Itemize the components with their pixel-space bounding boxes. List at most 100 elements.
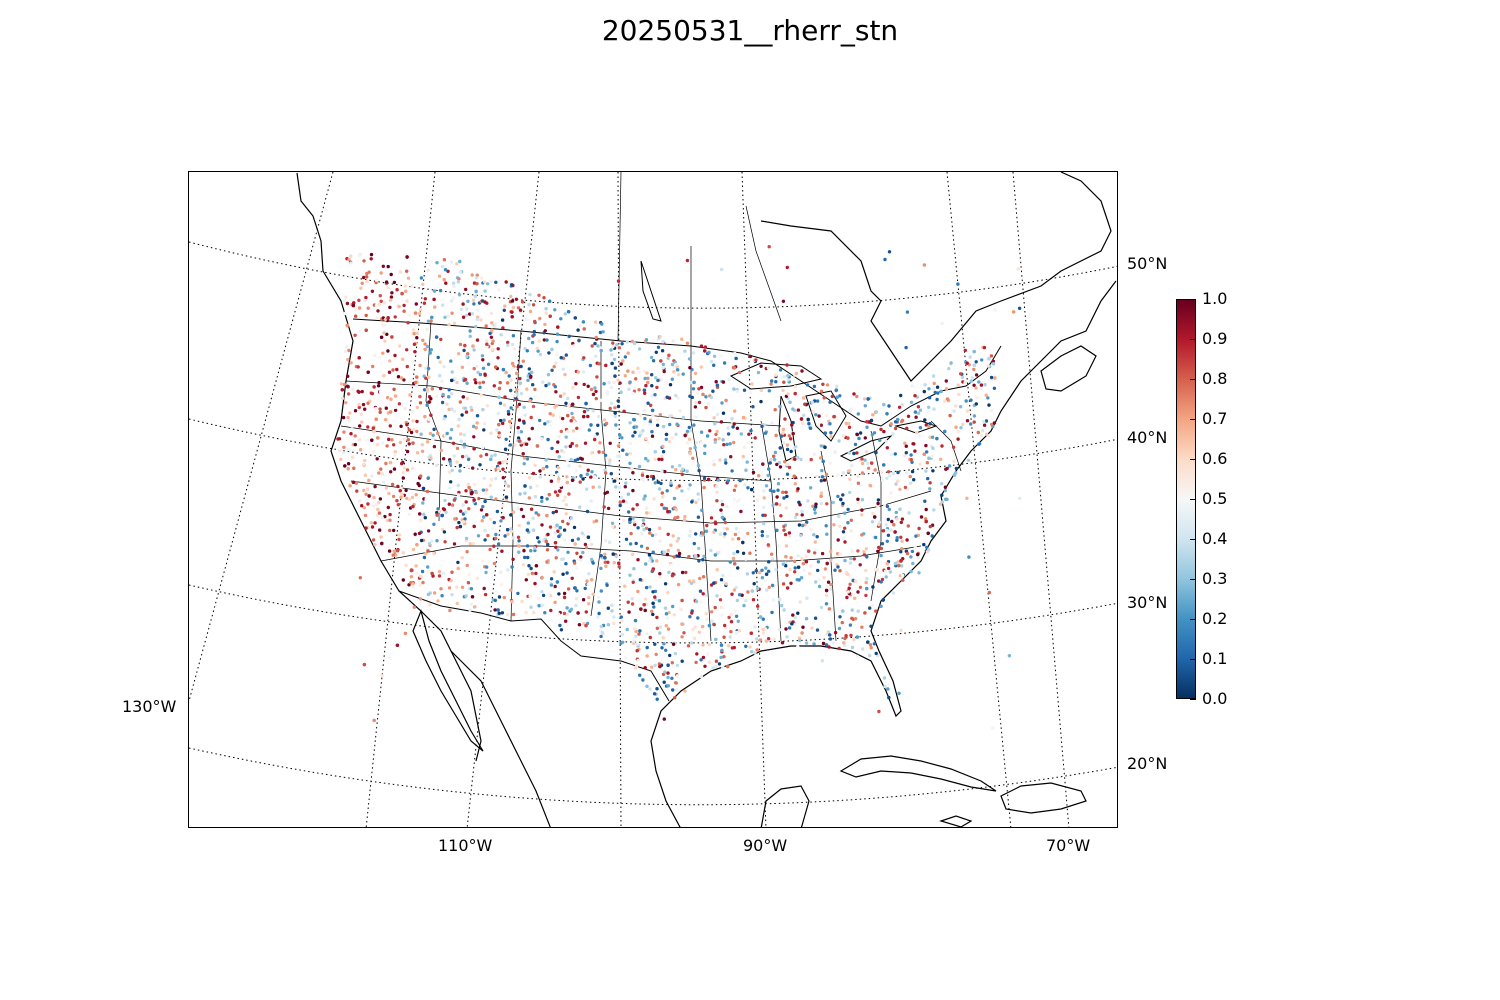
station-marker [532,610,536,615]
station-marker [620,619,624,623]
lon-label-90w: 90°W [743,836,788,855]
station-marker [639,544,644,548]
station-marker [490,328,494,332]
station-marker [722,361,727,365]
station-marker [578,425,582,430]
station-marker [502,595,506,600]
station-marker [401,476,405,480]
station-marker [447,395,451,399]
station-marker [491,339,495,343]
station-marker [419,538,424,543]
station-marker [658,539,662,543]
station-marker [843,636,847,641]
station-marker [418,308,423,312]
station-marker [862,397,867,401]
station-marker [673,651,678,656]
station-marker [616,404,621,409]
station-marker [445,431,449,436]
colorbar-tick-mark [1190,339,1196,340]
station-marker [617,561,621,565]
colorbar-tick-label: 0.3 [1202,569,1228,588]
station-marker [734,614,739,618]
station-marker [694,532,698,536]
station-marker [432,289,437,293]
station-marker [557,534,561,539]
station-marker [455,601,459,606]
station-marker [931,387,936,391]
station-marker [374,278,379,282]
station-marker [470,408,474,412]
station-marker [423,516,427,520]
station-marker [664,624,668,628]
station-marker [722,443,726,447]
station-marker [407,428,411,432]
station-marker [721,606,725,610]
station-marker [850,549,854,553]
station-marker [345,301,350,306]
station-marker [763,513,767,517]
station-marker [715,490,719,494]
station-marker [561,367,565,371]
station-marker [784,506,788,510]
station-marker [388,528,392,533]
station-marker [372,718,376,723]
station-marker [764,566,768,570]
station-marker [482,422,487,426]
station-marker [883,684,887,689]
station-marker [734,356,738,361]
station-marker [778,503,782,507]
station-marker [599,398,603,402]
station-marker [418,583,422,587]
station-marker [721,665,725,669]
station-marker [510,299,515,303]
station-marker [464,410,469,414]
station-marker [537,604,541,608]
station-marker [418,363,422,368]
station-marker [558,526,562,530]
station-marker [352,301,356,305]
map-panel[interactable] [188,171,1118,828]
station-marker [691,579,696,583]
station-marker [437,569,442,574]
station-marker [545,465,549,469]
station-marker [885,528,889,533]
station-marker [714,664,718,669]
station-marker [874,535,878,540]
station-marker [342,445,346,449]
station-marker [829,558,833,562]
station-marker [527,476,532,480]
station-marker [620,436,624,440]
graticule [189,172,1117,827]
station-marker [607,380,611,385]
station-marker [566,429,570,433]
station-marker [369,252,374,257]
station-marker [850,645,855,650]
station-marker [707,350,711,355]
station-marker [806,499,810,503]
station-marker [380,516,384,520]
station-marker [972,367,976,372]
station-marker [688,529,692,534]
station-marker [565,571,569,575]
station-marker [508,419,512,424]
station-marker [785,635,789,639]
station-marker [523,484,527,488]
station-marker [879,604,883,608]
station-marker [506,612,510,617]
station-marker [1017,306,1022,310]
station-marker [879,427,883,432]
cuba [839,755,997,792]
station-marker [837,626,842,631]
station-marker [846,507,850,512]
station-marker [981,419,986,424]
station-marker [478,372,483,377]
station-marker [670,465,675,469]
station-marker [714,432,718,437]
station-marker [761,631,766,635]
map-canvas[interactable] [189,172,1118,828]
station-marker [499,583,504,587]
station-marker [569,607,574,611]
station-marker [613,366,618,370]
station-marker [597,485,602,489]
hispaniola [1000,782,1087,814]
